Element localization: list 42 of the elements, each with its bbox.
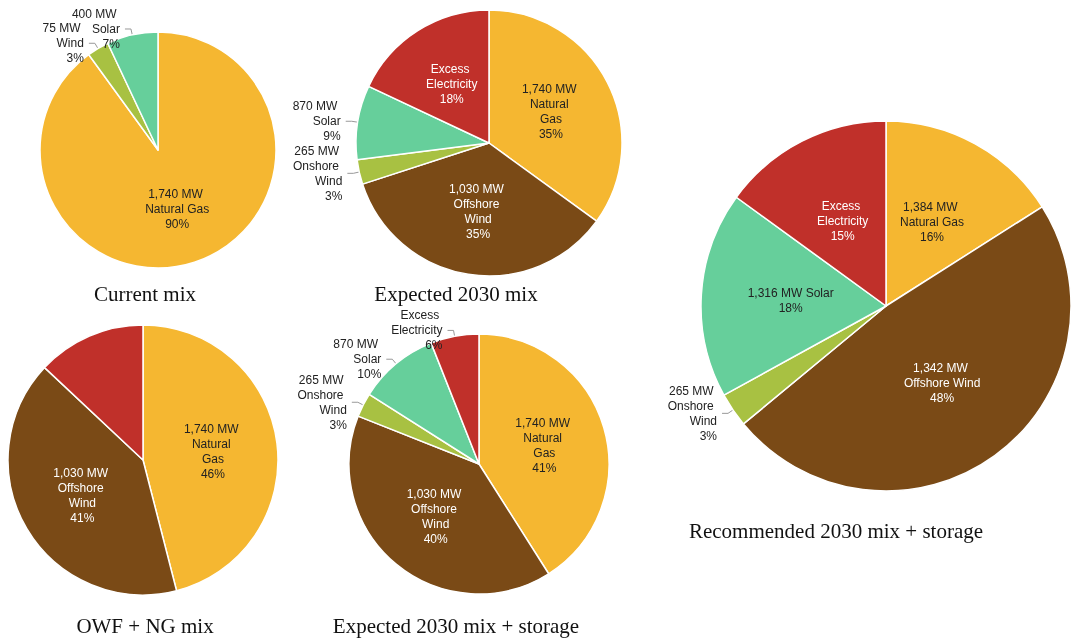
text: Expected 2030 mix + storage	[332, 613, 580, 638]
slice-label: 1,316 MW Solar	[747, 285, 834, 300]
data-label: 18%	[778, 300, 804, 315]
slice-label: 1,030 MW Offshore Wind	[53, 466, 112, 511]
slice-label: 870 MW Solar	[333, 337, 382, 367]
text: Expected 2030 mix	[374, 281, 539, 306]
slice-label: 75 MW Wind	[42, 21, 84, 51]
slice-label: 870 MW Solar	[292, 99, 341, 129]
data-label: 35%	[466, 227, 491, 242]
data-label: 9%	[323, 129, 342, 144]
data-label: 3%	[699, 428, 718, 443]
slice-label: 1,384 MW Natural Gas	[899, 200, 965, 230]
text: OWF + NG mix	[76, 613, 215, 638]
slice-label: Excess Electricity	[816, 198, 869, 228]
data-label: 48%	[930, 391, 955, 406]
data-label: 41%	[532, 460, 557, 475]
data-label: 3%	[325, 188, 343, 203]
data-label: 18%	[439, 92, 465, 107]
slice-label: 265 MW Onshore Wind	[292, 143, 343, 188]
data-label: 3%	[66, 51, 85, 66]
data-label: 16%	[919, 230, 945, 245]
slice-label: 1,740 MW Natural Gas	[521, 81, 580, 126]
data-label: 40%	[423, 531, 448, 546]
slice-label: 1,740 MW Natural Gas	[145, 186, 210, 216]
text: Current mix	[93, 281, 197, 306]
data-label: 15%	[830, 228, 855, 243]
slice-label: 1,342 MW Offshore Wind	[903, 361, 981, 391]
slice-label: Excess Electricity	[391, 308, 443, 338]
data-label: 3%	[329, 417, 348, 432]
text: Recommended 2030 mix + storage	[688, 518, 984, 543]
slice-label: 265 MW Onshore Wind	[667, 383, 718, 428]
data-label: 35%	[538, 126, 564, 141]
data-label: 10%	[357, 367, 382, 382]
data-label: 46%	[200, 466, 226, 481]
slice-label: 1,740 MW Natural Gas	[515, 415, 574, 460]
data-label: 41%	[70, 511, 95, 526]
slice-label: 265 MW Onshore Wind	[297, 372, 347, 417]
slice-label: 1,030 MW Offshore Wind	[449, 182, 508, 227]
slice-label: Excess Electricity	[426, 62, 478, 92]
slice-label: 1,030 MW Offshore Wind	[406, 486, 465, 531]
data-label: 90%	[165, 216, 190, 231]
slice-label: 1,740 MW Natural Gas	[183, 421, 242, 466]
